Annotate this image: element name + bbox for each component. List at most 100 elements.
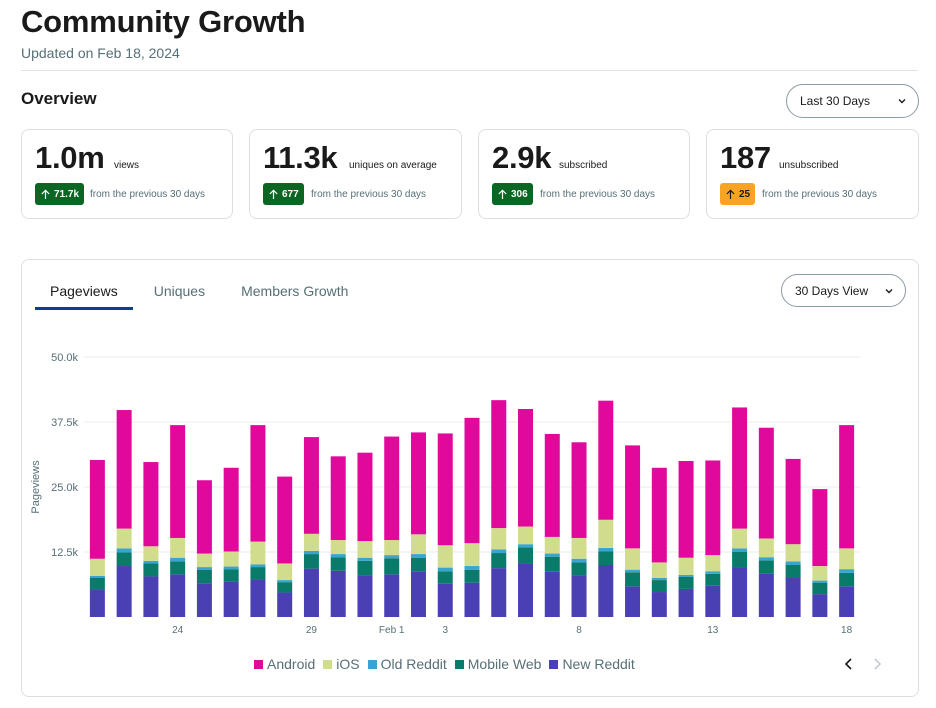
chart-tabs: Pageviews Uniques Members Growth	[35, 280, 384, 310]
y-tick-label: 50.0k	[51, 352, 78, 364]
bar-segment-ios	[303, 533, 319, 551]
x-tick-label: 29	[306, 625, 318, 636]
bar-segment-new-reddit	[705, 585, 721, 617]
bar-segment-new-reddit	[330, 570, 346, 617]
pageviews-chart: 12.5k 25.0k 37.5k 50.0k Pageviews 24 29 Feb 1 3 8…	[30, 352, 860, 636]
legend-item-mobile-web[interactable]: Mobile Web	[454, 656, 542, 672]
bar-segment-mobile-web	[812, 582, 828, 595]
chevron-right-icon[interactable]	[868, 655, 886, 673]
bar-segment-android	[250, 425, 266, 542]
bar-segment-new-reddit	[170, 574, 186, 617]
legend-label: New Reddit	[562, 656, 635, 672]
bar-segment-old-reddit	[277, 580, 293, 583]
bar-segment-mobile-web	[357, 560, 373, 576]
tab-pageviews[interactable]: Pageviews	[35, 280, 133, 310]
bar-segment-new-reddit	[196, 583, 212, 617]
stat-unit: uniques on average	[349, 160, 437, 171]
bar-segment-ios	[732, 528, 748, 549]
bar-segment-mobile-web	[758, 560, 774, 574]
bar-segment-ios	[758, 538, 774, 558]
bar-segment-new-reddit	[437, 583, 453, 617]
bar-segment-android	[437, 433, 453, 546]
bar-segment-android	[491, 400, 507, 529]
bar-segment-android	[705, 460, 721, 556]
bar-segment-old-reddit	[598, 547, 614, 552]
legend-item-android[interactable]: Android	[254, 656, 315, 672]
bar-segment-old-reddit	[571, 558, 587, 563]
legend-swatch	[367, 659, 377, 669]
bar-segment-mobile-web	[705, 573, 721, 586]
bar-segment-android	[357, 452, 373, 542]
bar-segment-android	[89, 459, 105, 559]
bar-segment-new-reddit	[464, 582, 480, 617]
bar-segment-ios	[464, 543, 480, 567]
tab-members-growth[interactable]: Members Growth	[241, 283, 349, 299]
bar-segment-old-reddit	[250, 564, 266, 568]
bar-segment-android	[330, 456, 346, 541]
stat-comparison: from the previous 30 days	[311, 189, 427, 200]
bar-segment-mobile-web	[89, 578, 105, 590]
tab-uniques[interactable]: Uniques	[153, 283, 206, 299]
bar-segment-android	[170, 425, 186, 538]
legend-label: Mobile Web	[467, 656, 542, 672]
bar-segment-new-reddit	[143, 576, 159, 617]
bar-segment-ios	[518, 526, 534, 545]
stat-delta-badge: 71.7k	[35, 183, 85, 205]
bar-segment-old-reddit	[678, 574, 694, 577]
stat-card-views: 1.0m views 71.7k from the previous 30 da…	[21, 129, 233, 219]
bar-segment-old-reddit	[357, 557, 373, 561]
bar-segment-android	[544, 433, 560, 537]
bar-segment-ios	[625, 548, 641, 570]
stat-value: 187	[720, 140, 771, 175]
stat-card-subscribed: 2.9k subscribed 306 from the previous 30…	[478, 129, 690, 219]
chevron-down-icon	[885, 288, 893, 293]
bar-segment-mobile-web	[384, 558, 400, 575]
arrow-up-icon	[269, 188, 278, 199]
legend-item-ios[interactable]: iOS	[323, 656, 360, 672]
bar-segment-new-reddit	[758, 573, 774, 617]
bar-segment-mobile-web	[625, 572, 641, 587]
bar-segment-old-reddit	[303, 550, 319, 555]
bar-segment-old-reddit	[544, 553, 560, 557]
y-tick-label: 37.5k	[51, 417, 78, 429]
chart-legend: Android iOS Old Reddit Mobile Web New Reddit	[254, 656, 635, 672]
bar-segment-android	[196, 480, 212, 554]
bar-segment-android	[732, 407, 748, 529]
x-tick-label: Feb 1	[379, 625, 405, 636]
stat-value: 11.3k	[263, 140, 338, 175]
stat-delta-badge: 677	[263, 183, 304, 205]
bar-segment-ios	[357, 541, 373, 558]
stat-card-unsubscribed: 187 unsubscribed 25 from the previous 30…	[706, 129, 919, 219]
stat-delta: 25	[739, 188, 751, 200]
bar-segment-new-reddit	[89, 589, 105, 617]
date-range-label: Last 30 Days	[800, 94, 871, 108]
bar-segment-new-reddit	[544, 571, 560, 617]
bar-segment-ios	[277, 563, 293, 581]
bar-segment-ios	[170, 537, 186, 558]
chart-view-label: 30 Days View	[795, 283, 869, 298]
date-range-select[interactable]: Last 30 Days	[786, 84, 919, 118]
bar-segment-new-reddit	[812, 594, 828, 617]
bar-segment-ios	[437, 545, 453, 568]
bar-segment-new-reddit	[598, 565, 614, 617]
legend-item-new-reddit[interactable]: New Reddit	[549, 656, 635, 672]
bar-segment-mobile-web	[491, 553, 507, 569]
bar-segment-mobile-web	[330, 557, 346, 571]
bar-segment-android	[758, 427, 774, 539]
stat-comparison: from the previous 30 days	[90, 189, 206, 200]
bar-segment-old-reddit	[785, 561, 801, 565]
bar-segment-mobile-web	[170, 561, 186, 575]
bar-segment-ios	[491, 528, 507, 550]
y-axis-label: Pageviews	[30, 460, 42, 514]
bar-segment-android	[678, 461, 694, 558]
overview-title: Overview	[21, 89, 97, 108]
chart-view-select[interactable]: 30 Days View	[781, 274, 906, 307]
bar-segment-old-reddit	[464, 566, 480, 570]
legend-label: Old Reddit	[380, 656, 447, 672]
stat-delta-badge: 306	[492, 183, 533, 205]
bar-segment-ios	[705, 555, 721, 572]
legend-item-old-reddit[interactable]: Old Reddit	[367, 656, 447, 672]
bar-segment-new-reddit	[303, 568, 319, 617]
bar-segment-old-reddit	[330, 554, 346, 558]
chevron-left-icon[interactable]	[840, 655, 858, 673]
